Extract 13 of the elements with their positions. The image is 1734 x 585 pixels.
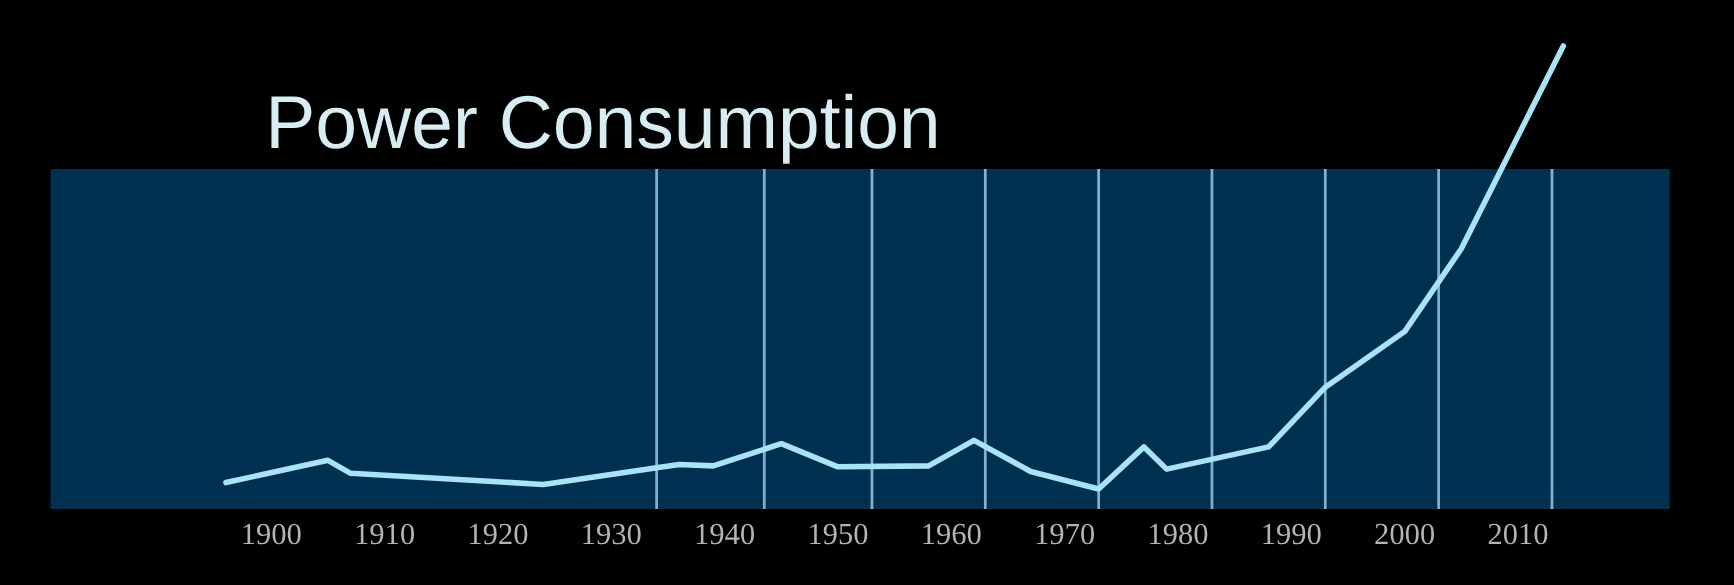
x-tick-label: 1980 bbox=[1150, 523, 1208, 545]
x-tick-label: 1940 bbox=[696, 523, 755, 545]
x-tick-label: 1990 bbox=[1263, 523, 1321, 545]
x-tick-label: 2010 bbox=[1488, 523, 1548, 545]
x-tick-label: 1930 bbox=[583, 523, 641, 545]
x-tick-label: 1970 bbox=[1036, 523, 1095, 545]
x-tick-label: 1960 bbox=[923, 523, 981, 545]
x-tick-label: 2000 bbox=[1375, 523, 1435, 545]
x-tick-label: 1920 bbox=[470, 523, 528, 545]
x-tick-label: 1910 bbox=[356, 523, 415, 545]
x-tick-label: 1950 bbox=[810, 523, 868, 545]
x-tick-label: 1900 bbox=[243, 523, 301, 545]
text: Power Consumption bbox=[271, 93, 936, 164]
